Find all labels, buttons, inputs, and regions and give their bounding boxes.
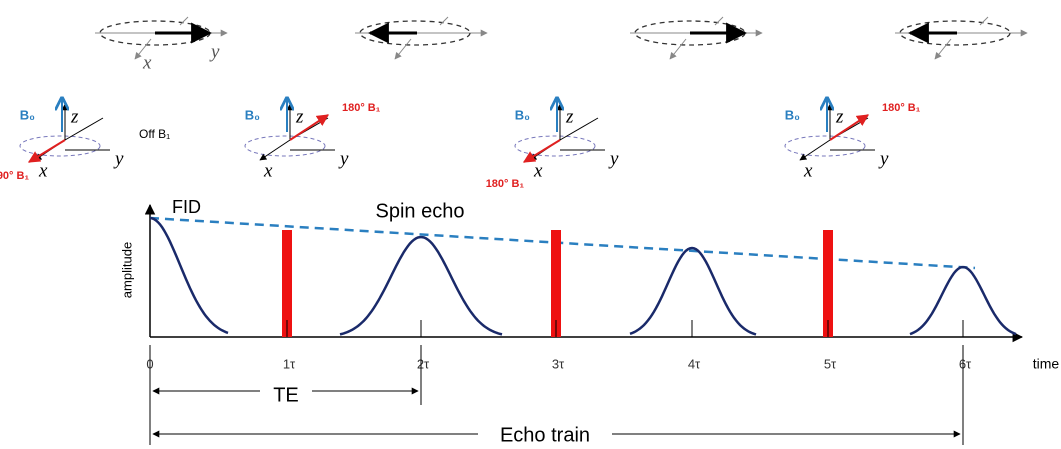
pulse-bar — [282, 230, 292, 337]
pulse-label: 180° B₁ — [486, 178, 525, 190]
b0-label: B₀ — [515, 107, 530, 122]
axis-label: x — [803, 160, 813, 181]
axis-line — [714, 16, 724, 26]
precession-orbit — [359, 20, 471, 46]
orbit — [244, 135, 326, 157]
te-label: TE — [273, 384, 299, 406]
signal-curve — [149, 216, 229, 335]
x-tick-label: 3τ — [552, 356, 565, 371]
b1-arrow — [829, 114, 870, 141]
train-label: Echo train — [500, 424, 590, 446]
pulse-label: 180° B₁ — [882, 102, 921, 114]
orbit — [514, 135, 596, 157]
axis-label: x — [263, 160, 273, 181]
b1-arrow — [289, 114, 330, 141]
axis-label: y — [608, 148, 619, 169]
frame: z y x B₀ 180° B₁ — [486, 98, 619, 190]
axis-line — [439, 16, 449, 26]
axis-label: x — [38, 160, 48, 181]
signal-curve — [629, 246, 757, 336]
note: Off B₁ — [139, 127, 170, 141]
decay-envelope — [149, 216, 976, 270]
pulse-label: 180° B₁ — [342, 102, 381, 114]
pulse-bar — [823, 230, 833, 337]
y-axis-label: amplitude — [119, 242, 134, 298]
signal-curve — [909, 265, 1017, 336]
plot: amplitude time FID Spin echo 01τ2τ3τ4τ5τ… — [119, 197, 1059, 447]
b1-arrow — [522, 139, 561, 163]
x-tick-label: 1τ — [283, 356, 296, 371]
axis-label: z — [565, 106, 574, 127]
fid-label: FID — [172, 197, 201, 217]
b0-label: B₀ — [20, 107, 35, 122]
frame: z y x B₀ 180° B₁ — [784, 98, 921, 181]
axis-line — [179, 16, 189, 26]
axis-line — [669, 38, 687, 60]
axis-label: x — [533, 160, 543, 181]
frames: z y x B₀ 90° B₁ Off B₁ z y x B₀ 180° B₁ z y x B₀ 180° B… — [0, 98, 921, 190]
axis-label: y — [338, 148, 349, 169]
axis-line — [979, 16, 989, 26]
axis-label: y — [209, 41, 220, 62]
axis-line — [134, 38, 152, 60]
frame: z y x B₀ 90° B₁ Off B₁ — [0, 98, 170, 182]
x-tick-label: 5τ — [824, 356, 837, 371]
x-tick-label: 6τ — [959, 356, 972, 371]
axis-label: z — [70, 106, 79, 127]
echo-label: Spin echo — [376, 200, 465, 222]
x-axis-label: time — [1033, 356, 1060, 372]
top-row: xy — [95, 16, 1028, 73]
orbit — [19, 135, 101, 157]
axis-line — [259, 139, 291, 161]
axis-line — [934, 38, 952, 60]
axis-line — [799, 139, 831, 161]
axis-label: y — [113, 148, 124, 169]
pulse-bar — [551, 230, 561, 337]
x-tick-label: 4τ — [688, 356, 701, 371]
signal-curve — [339, 235, 503, 336]
axis-label: z — [835, 106, 844, 127]
precession-orbit — [899, 20, 1011, 46]
frame: z y x B₀ 180° B₁ — [244, 98, 381, 181]
axis-label: y — [878, 148, 889, 169]
axis-label: x — [142, 52, 152, 73]
axis-line — [394, 38, 412, 60]
orbit — [784, 135, 866, 157]
axis-label: z — [295, 106, 304, 127]
b0-label: B₀ — [785, 107, 800, 122]
pulse-label: 90° B₁ — [0, 170, 29, 182]
axis-line — [64, 117, 104, 141]
x-tick-label: 2τ — [417, 356, 430, 371]
b1-arrow — [27, 139, 66, 163]
axis-line — [559, 117, 599, 141]
b0-label: B₀ — [245, 107, 260, 122]
